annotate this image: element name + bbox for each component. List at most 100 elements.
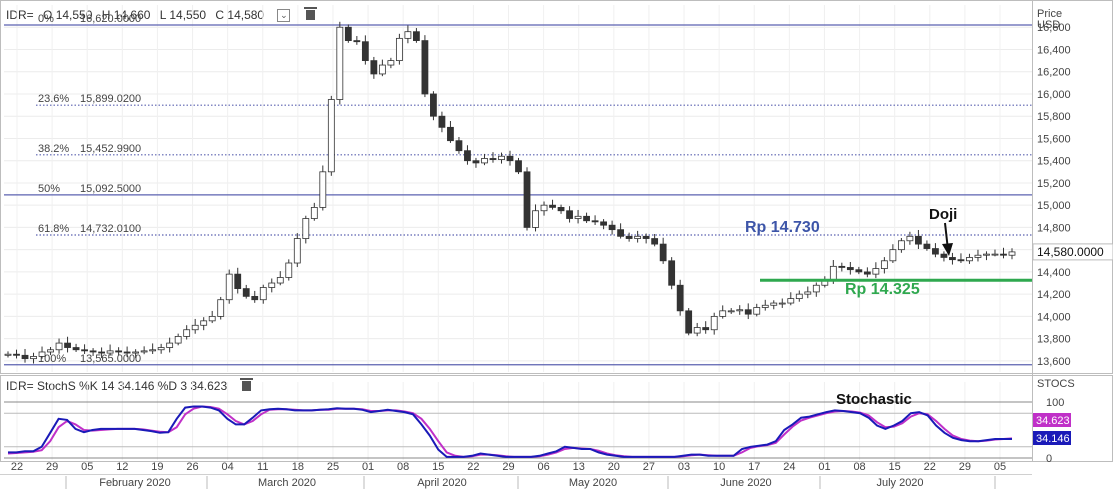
candle-body [183,329,191,337]
candle-body [208,315,216,322]
fib-level-value: 15,452.9900 [80,143,141,155]
candle-body [532,210,539,228]
candle-body [804,291,812,295]
candle-body [387,60,395,66]
candle-body [174,336,182,344]
candle-body [880,260,888,269]
price-tick-label: 13,600 [1037,356,1071,368]
candle-body [319,171,327,208]
candle-body [302,218,310,239]
candle-body [225,273,233,301]
candle-body [81,349,88,352]
candle-body [949,257,956,261]
candle-body [47,349,54,353]
x-day-label: 26 [186,461,198,473]
trash-icon[interactable] [303,6,317,20]
price-header: IDR= O 14,550 H 14,660 L 14,550 C 14,580… [6,6,321,23]
candle-body [676,284,684,312]
annotation-rp-high: Rp 14.730 [745,219,820,236]
candle-body [378,64,386,75]
candle-body [4,353,12,356]
candle-body [744,309,752,315]
chevron-down-icon[interactable]: ⌄ [277,9,291,23]
stoch-axis-title: STOCS [1037,378,1075,390]
candle-body [72,347,80,351]
candle-body [268,282,276,288]
x-month-label: April 2020 [417,477,467,489]
fib-level-pct: 50% [38,183,60,195]
candle-body [523,171,531,228]
candle-body [685,310,693,334]
x-day-label: 24 [783,461,795,473]
fib-level-pct: 61.8% [38,223,69,235]
low-value: L 14,550 [159,8,207,22]
price-tick-label: 14,800 [1037,222,1071,234]
x-day-label: 08 [397,461,409,473]
x-day-label: 05 [994,461,1006,473]
candle-body [957,259,965,262]
candlestick-series [4,21,1016,364]
x-day-label: 13 [573,461,585,473]
candle-body [310,207,318,219]
candle-body [447,126,454,142]
candle-body [191,324,199,331]
x-day-label: 01 [362,461,374,473]
candle-body [574,215,582,219]
candle-body [413,31,420,41]
candle-body [549,204,556,208]
candle-body [404,31,412,39]
price-tick-label: 15,400 [1037,156,1071,168]
candle-body [557,207,565,212]
x-day-label: 04 [222,461,234,473]
stoch-k-line [8,405,1012,458]
fib-level-value: 15,092.5000 [80,183,141,195]
x-day-label: 11 [257,461,268,473]
candle-body [753,307,761,315]
x-month-label: February 2020 [99,477,171,489]
candle-body [770,302,778,306]
x-day-label: 25 [327,461,339,473]
annotation-rp-low: Rp 14.325 [845,281,920,298]
candle-body [600,221,607,226]
candle-body [566,210,573,219]
candle-body [583,215,590,222]
candle-body [251,295,259,301]
candle-body [438,115,446,128]
x-day-label: 12 [116,461,128,473]
x-day-label: 01 [818,461,830,473]
candle-body [481,158,488,164]
x-month-label: March 2020 [258,477,316,489]
x-day-label: 05 [81,461,93,473]
candle-body [344,26,352,41]
candle-body [1000,253,1007,256]
candle-body [55,342,63,351]
stoch-d-value: 34.623 [1036,415,1070,427]
candle-body [966,257,973,262]
x-day-label: 18 [292,461,304,473]
candle-body [464,150,471,162]
candle-body [200,320,208,326]
candle-body [234,273,242,289]
candle-body [89,350,97,353]
price-tick-label: 14,000 [1037,311,1071,323]
candle-body [430,93,437,117]
stoch-tick-label: 0 [1046,453,1052,465]
fib-level-value: 13,565.0000 [80,353,141,365]
fib-level-pct: 0% [38,13,54,25]
candle-body [123,351,131,354]
candle-body [617,229,625,237]
candle-body [472,160,480,164]
candle-body [455,140,463,152]
candle-body [106,350,114,354]
candle-body [787,298,795,304]
candle-body [149,349,157,352]
price-tick-label: 13,800 [1037,334,1071,346]
stoch-trash-icon[interactable] [240,377,254,391]
price-pane-frame [0,0,1113,374]
candle-body [727,310,735,313]
candle-body [293,238,301,264]
stoch-pane-frame [0,375,1113,462]
candle-body [38,351,46,357]
stoch-k-tag [1033,431,1071,445]
stoch-d-tag [1033,413,1071,427]
